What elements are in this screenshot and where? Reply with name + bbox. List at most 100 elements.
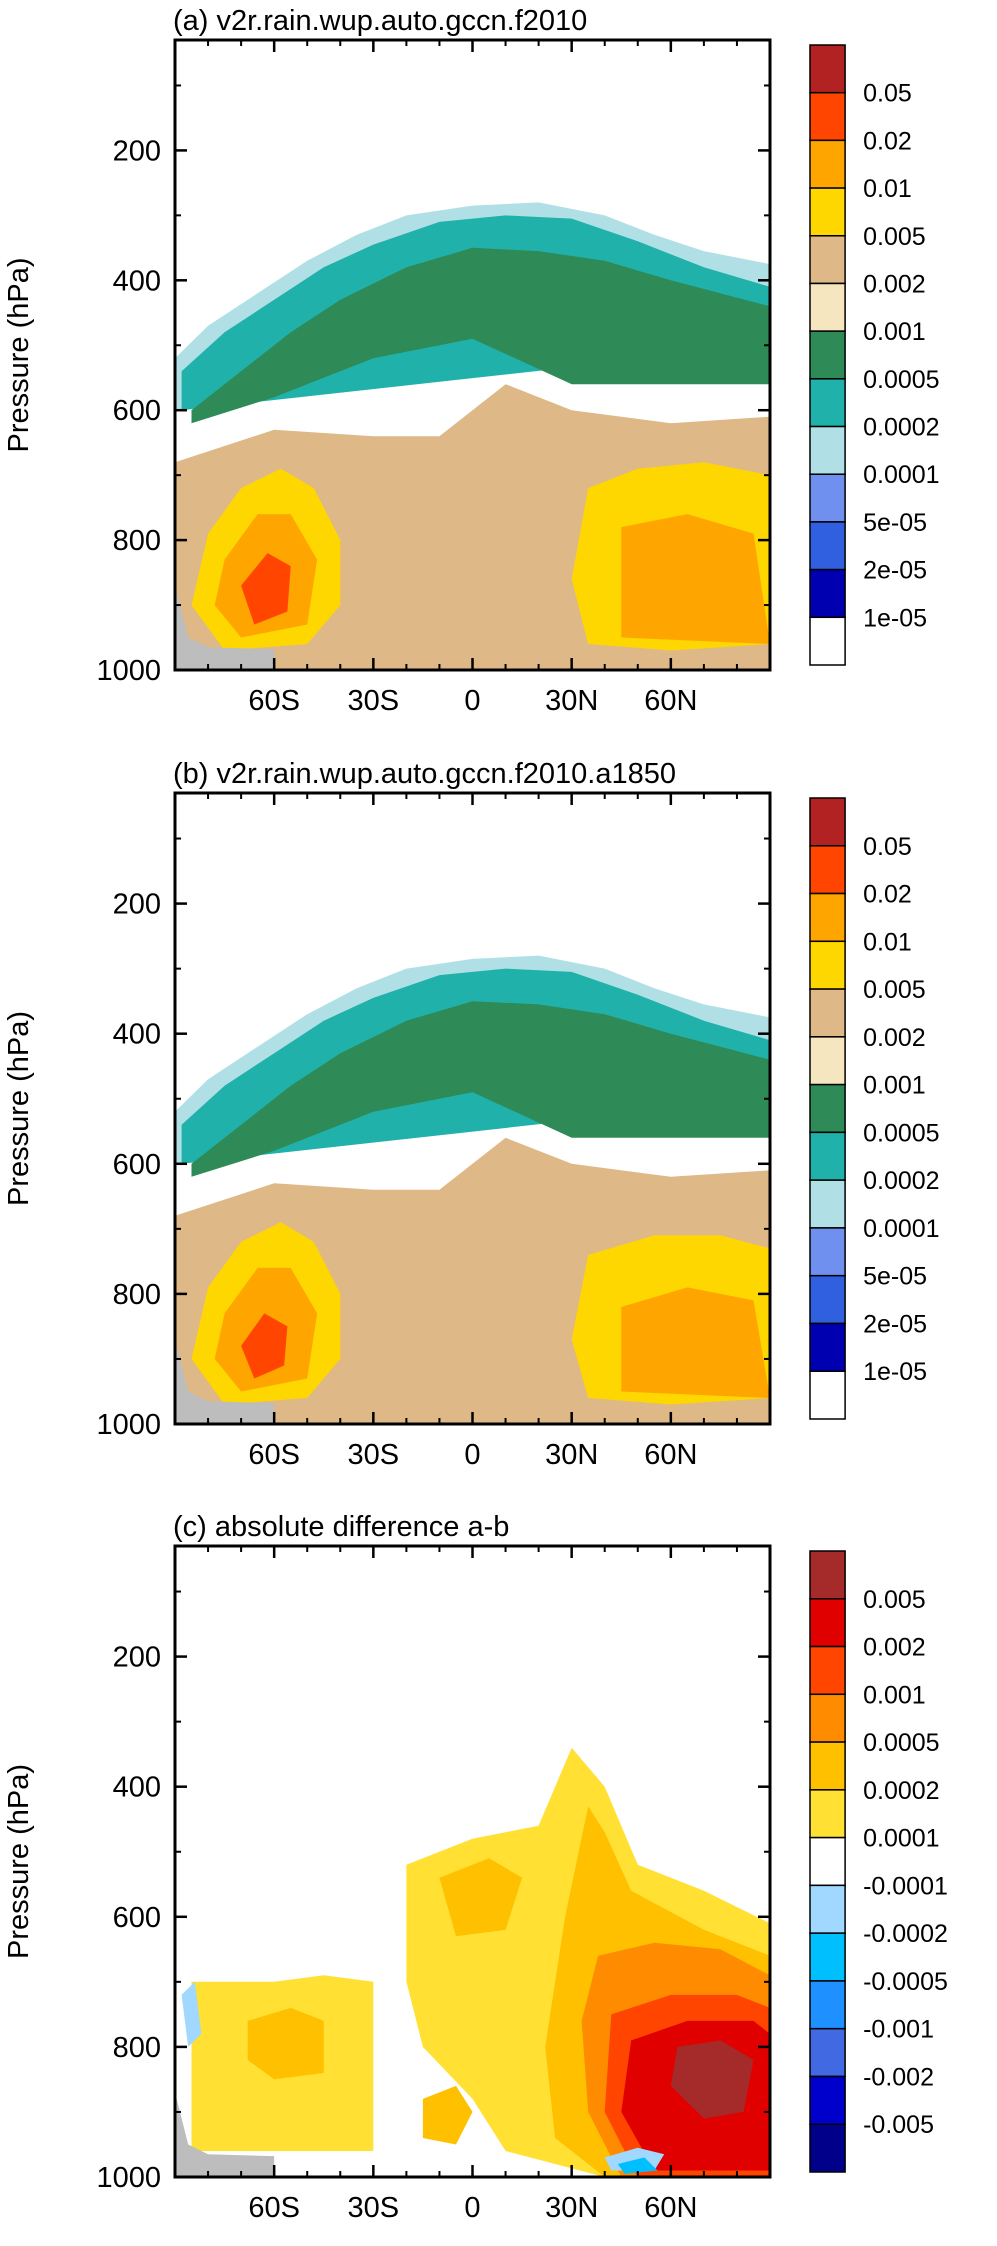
y-tick-label: 400: [113, 1019, 161, 1051]
x-tick-label: 30N: [545, 685, 598, 717]
legend-label: 5e-05: [863, 1263, 927, 1291]
panel-c: (c) absolute difference a-b Pressure (hPa…: [3, 1511, 948, 2224]
contour-region: [191, 1001, 770, 1177]
x-tick-label: 60S: [248, 2192, 300, 2224]
legend-swatch: [809, 91, 846, 142]
legend-swatch: [809, 44, 846, 94]
legend-swatch: [809, 1645, 846, 1696]
y-tick-label: 800: [113, 2032, 161, 2064]
legend-label: 1e-05: [863, 604, 927, 632]
legend-label: -0.0001: [863, 1872, 948, 1900]
y-tick-label: 800: [113, 1279, 161, 1311]
legend-swatch: [809, 1179, 846, 1229]
legend-label: 0.0001: [863, 1825, 939, 1853]
legend-swatch: [809, 1741, 846, 1791]
contour-region: [191, 247, 770, 424]
contour-region: [241, 553, 291, 625]
contour-region: [439, 1858, 523, 1937]
legend-label: 0.0005: [863, 1729, 939, 1757]
legend-swatch: [809, 235, 846, 285]
y-axis-label: Pressure (hPa): [3, 1011, 35, 1206]
legend-label: -0.005: [863, 2111, 934, 2139]
legend-swatch: [809, 1550, 846, 1600]
legend-swatch: [809, 1227, 846, 1277]
legend-swatch: [809, 1322, 846, 1372]
legend-label: 0.0001: [863, 1215, 939, 1243]
legend-swatch: [809, 797, 846, 847]
legend-swatch: [809, 1932, 846, 1982]
legend-label: 0.0002: [863, 414, 939, 442]
legend-swatch: [809, 1083, 846, 1134]
y-tick-label: 800: [113, 525, 161, 557]
legend-swatch: [809, 1693, 846, 1743]
x-tick-label: 30N: [545, 1439, 598, 1471]
x-tick-label: 60S: [248, 1439, 300, 1471]
legend-label: 0.0005: [863, 1119, 939, 1147]
legend-swatch: [809, 1980, 846, 2030]
legend-label: 0.05: [863, 80, 912, 108]
legend-label: 0.001: [863, 1072, 926, 1100]
legend-swatch: [809, 139, 846, 189]
legend-label: 0.0002: [863, 1777, 939, 1805]
legend-label: 2e-05: [863, 557, 927, 585]
legend-swatch: [809, 1598, 846, 1648]
legend-swatch: [809, 282, 846, 332]
legend-swatch: [809, 845, 846, 895]
panel-title: (c) absolute difference a-b: [173, 1511, 509, 1543]
legend-swatch: [809, 1884, 846, 1934]
legend-label: 0.001: [863, 1681, 926, 1709]
x-tick-label: 60S: [248, 685, 300, 717]
legend-label: 0.0005: [863, 366, 939, 394]
y-tick-label: 400: [113, 1772, 161, 1804]
legend-swatch: [809, 378, 846, 428]
legend-label: 0.002: [863, 270, 926, 298]
legend-swatch: [809, 330, 846, 380]
legend-label: 0.02: [863, 127, 912, 155]
contour-region: [621, 514, 770, 644]
legend-label: 0.05: [863, 833, 912, 861]
contour-region: [247, 2007, 324, 2080]
x-tick-label: 30S: [348, 685, 400, 717]
y-tick-label: 1000: [96, 655, 161, 687]
x-tick-label: 30N: [545, 2192, 598, 2224]
legend-swatch: [809, 521, 846, 571]
legend-label: 0.01: [863, 928, 912, 956]
y-tick-label: 600: [113, 1149, 161, 1181]
x-tick-label: 30S: [348, 1439, 400, 1471]
y-tick-label: 200: [113, 1642, 161, 1674]
y-tick-label: 200: [113, 135, 161, 167]
y-tick-label: 1000: [96, 1409, 161, 1441]
contour-region: [617, 2157, 658, 2174]
legend-swatch: [809, 2027, 846, 2078]
legend-label: 0.005: [863, 1586, 926, 1614]
y-tick-label: 1000: [96, 2162, 161, 2194]
legend-label: 0.002: [863, 1024, 926, 1052]
x-tick-label: 60N: [644, 2192, 697, 2224]
panel-a: (a) v2r.rain.wup.auto.gccn.f2010 Pressure…: [3, 5, 940, 717]
contour-region: [241, 1313, 288, 1379]
topography-mask: [175, 585, 275, 670]
contour-region: [621, 1287, 770, 1398]
x-tick-label: 30S: [348, 2192, 400, 2224]
legend-label: 5e-05: [863, 509, 927, 537]
y-axis-label: Pressure (hPa): [3, 257, 35, 452]
y-axis-label: Pressure (hPa): [3, 1764, 35, 1959]
legend-label: 0.005: [863, 223, 926, 251]
legend-swatch: [809, 425, 846, 475]
legend-swatch: [809, 473, 846, 523]
y-tick-label: 200: [113, 889, 161, 921]
legend-swatch: [809, 988, 846, 1038]
legend-swatch: [809, 2123, 846, 2173]
legend-swatch: [809, 2075, 846, 2125]
legend-label: -0.0005: [863, 1968, 948, 1996]
x-tick-label: 0: [464, 1439, 480, 1471]
panel-title: (a) v2r.rain.wup.auto.gccn.f2010: [173, 5, 587, 37]
legend-swatch: [809, 1370, 846, 1420]
legend-swatch: [809, 1036, 846, 1086]
y-tick-label: 400: [113, 265, 161, 297]
legend-swatch: [809, 892, 846, 943]
legend-label: 0.01: [863, 175, 912, 203]
legend-swatch: [809, 1789, 846, 1839]
legend-label: 0.0002: [863, 1167, 939, 1195]
legend-swatch: [809, 940, 846, 990]
